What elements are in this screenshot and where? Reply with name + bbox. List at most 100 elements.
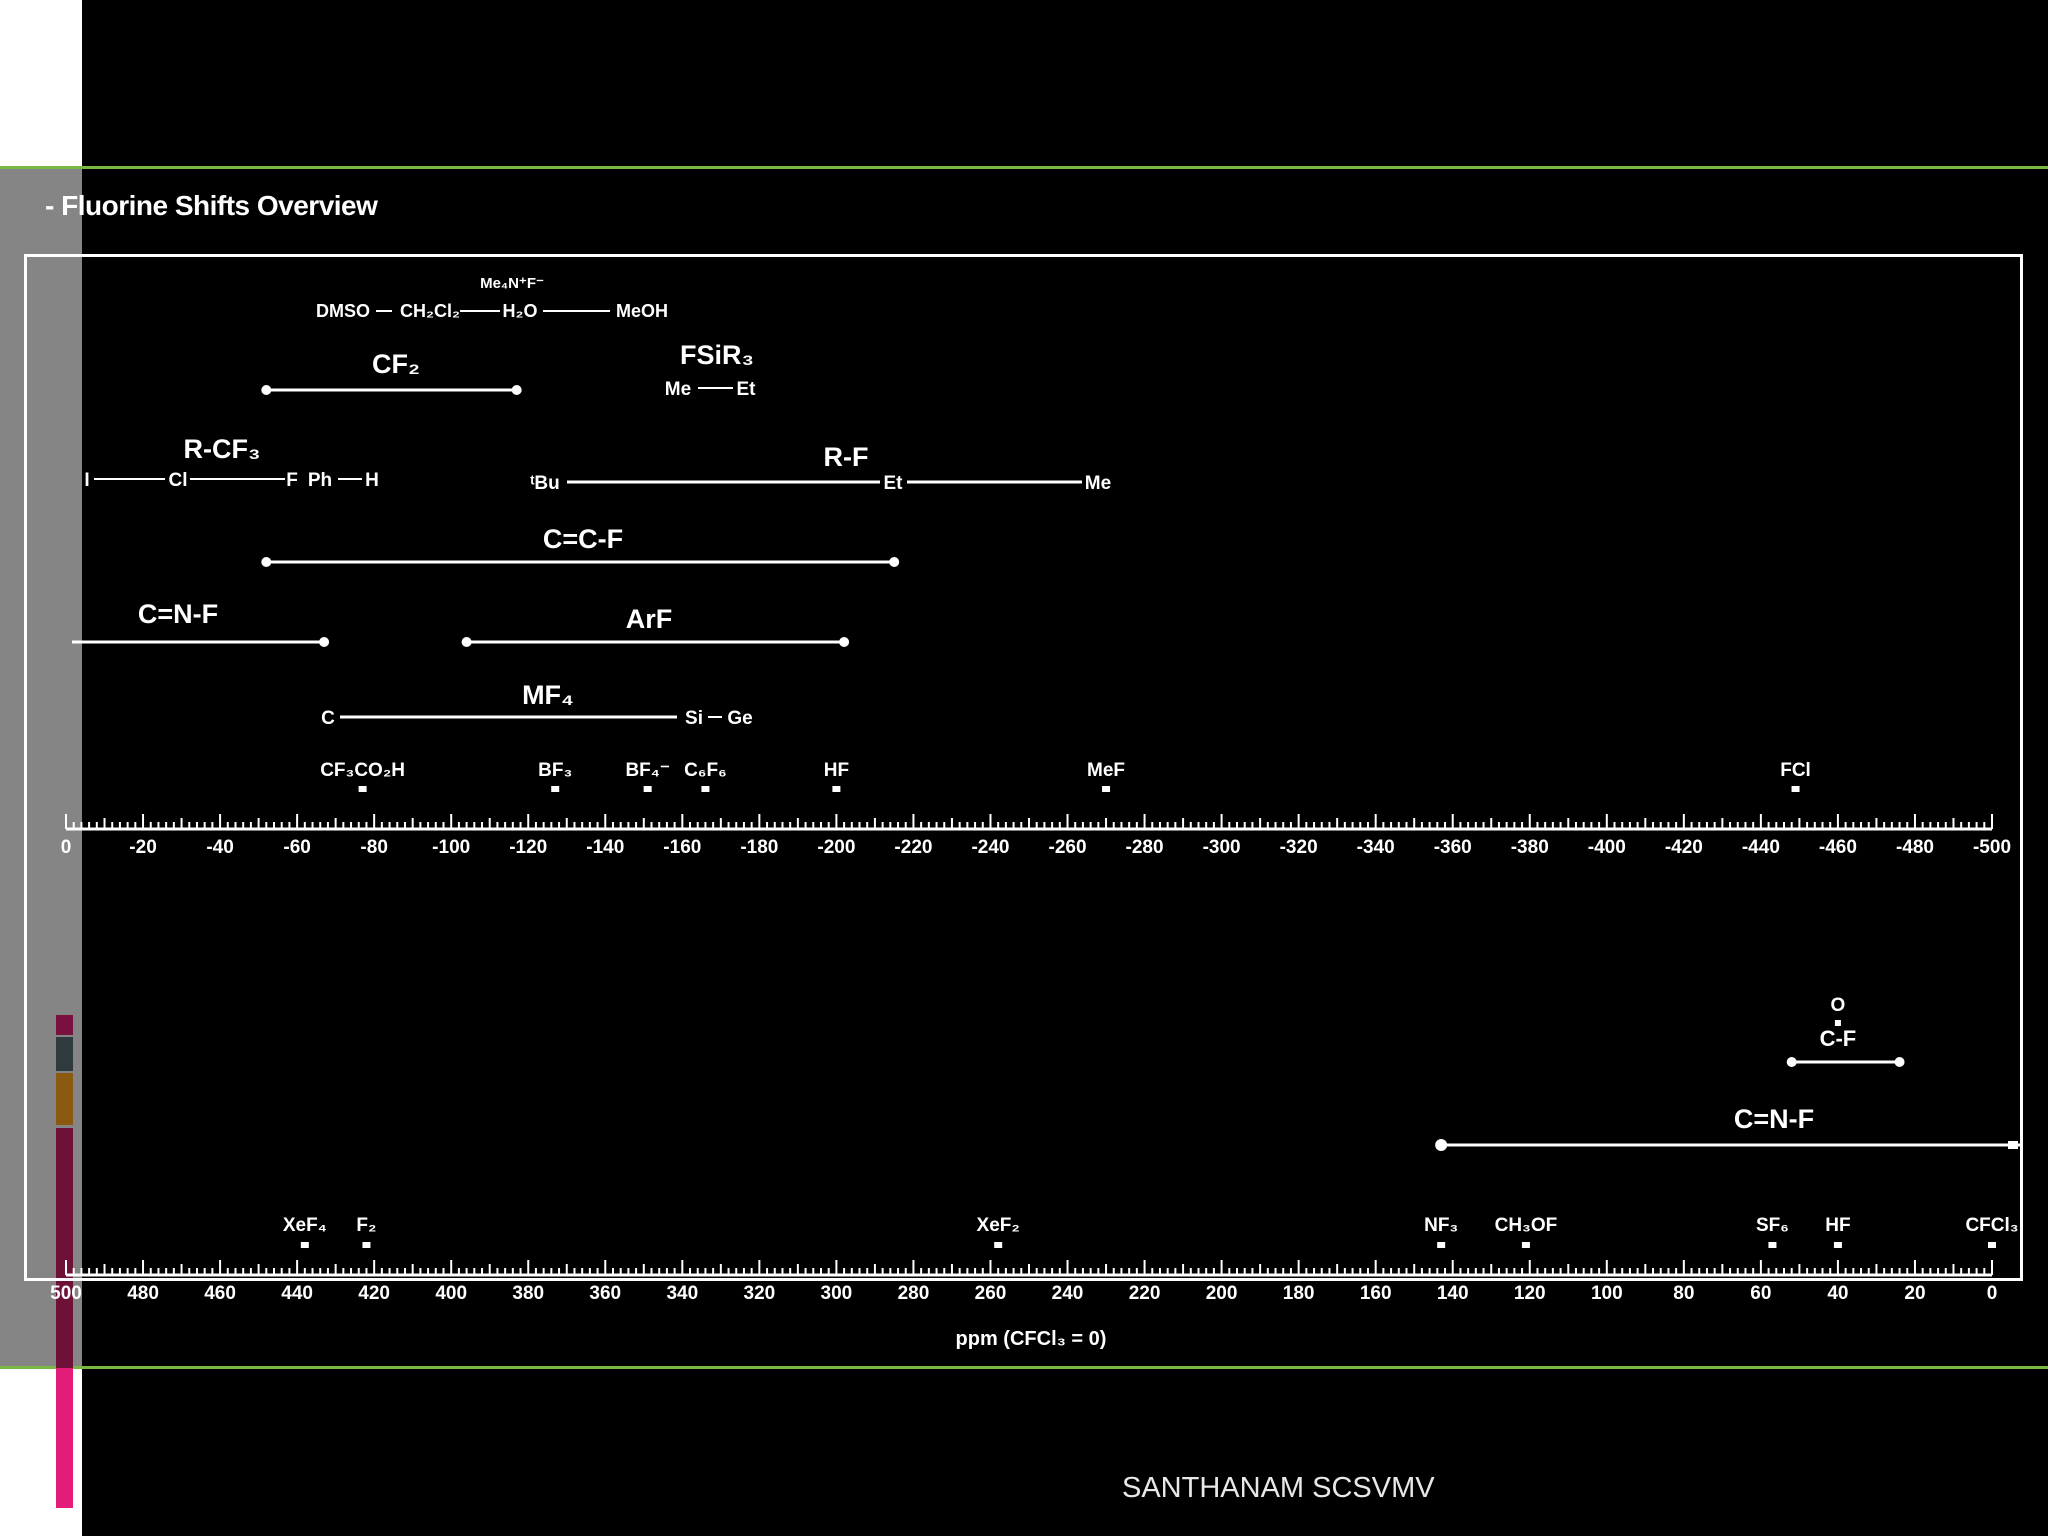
- bottom-tick-label: 500: [50, 1283, 82, 1304]
- figure-frame: [24, 254, 2023, 1281]
- range-end-label: Me: [1085, 473, 1111, 494]
- reference-point-marker: [1437, 1242, 1446, 1248]
- top-tick-label: -140: [586, 837, 624, 858]
- reference-point-marker: [1102, 786, 1111, 792]
- solvent-label: CH₂Cl₂: [400, 301, 460, 321]
- range-end-label: I: [84, 470, 89, 491]
- reference-point-marker: [1988, 1242, 1996, 1248]
- color-strip-5: [56, 1368, 73, 1508]
- top-tick-label: -360: [1434, 837, 1472, 858]
- reference-point-label: FCl: [1780, 760, 1811, 781]
- range-end-dot: [889, 557, 900, 567]
- range-label-fsir3: FSiR₃: [680, 340, 754, 370]
- range-end-label: H: [365, 470, 379, 491]
- solvent-label-top: Me₄N⁺F⁻: [480, 275, 544, 292]
- top-tick-label: -200: [817, 837, 855, 858]
- top-tick-label: -160: [663, 837, 701, 858]
- reference-point-label: SF₆: [1756, 1215, 1789, 1236]
- x-axis-label: ppm (CFCl₃ = 0): [956, 1328, 1107, 1350]
- reference-point-label: CH₃OF: [1495, 1215, 1558, 1236]
- bottom-tick-label: 300: [821, 1283, 853, 1304]
- top-tick-label: -100: [432, 837, 470, 858]
- reference-point-marker: [362, 1242, 371, 1248]
- reference-point-label: F₂: [356, 1215, 376, 1236]
- bottom-tick-label: 100: [1591, 1283, 1623, 1304]
- reference-point-label: XeF₂: [977, 1215, 1020, 1236]
- bottom-tick-label: 480: [127, 1283, 159, 1304]
- accent-line-bottom: [0, 1366, 2048, 1369]
- color-strip-3: [56, 1073, 73, 1125]
- top-tick-label: -480: [1896, 837, 1934, 858]
- range-end-dot: [1435, 1139, 1448, 1151]
- bottom-tick-label: 160: [1360, 1283, 1392, 1304]
- top-tick-label: -220: [894, 837, 932, 858]
- bottom-tick-label: 460: [204, 1283, 236, 1304]
- bottom-tick-label: 40: [1827, 1283, 1848, 1304]
- range-end-label: Ge: [727, 708, 752, 729]
- reference-point-marker: [1791, 786, 1800, 792]
- range-label-cnf-bottom: C=N-F: [1734, 1104, 1814, 1134]
- reference-point-marker: [994, 1242, 1003, 1248]
- accent-line-top: [0, 166, 2048, 169]
- reference-point-label: BF₃: [538, 760, 572, 781]
- range-end-label: F: [286, 470, 298, 491]
- range-end-label: Si: [685, 708, 703, 729]
- reference-point-label: HF: [824, 760, 849, 781]
- bottom-tick-label: 400: [435, 1283, 467, 1304]
- top-tick-label: -440: [1742, 837, 1780, 858]
- top-tick-label: -180: [740, 837, 778, 858]
- reference-point-marker: [1833, 1242, 1842, 1248]
- bottom-tick-label: 60: [1750, 1283, 1771, 1304]
- slide-title: - Fluorine Shifts Overview: [45, 190, 378, 221]
- bottom-tick-label: 20: [1904, 1283, 1925, 1304]
- reference-point-label: XeF₄: [283, 1215, 327, 1236]
- range-label-cnf: C=N-F: [138, 599, 218, 629]
- range-end-dot: [1894, 1057, 1905, 1067]
- top-tick-label: -120: [509, 837, 547, 858]
- bottom-tick-label: 320: [744, 1283, 776, 1304]
- top-tick-label: -260: [1049, 837, 1087, 858]
- reference-point-marker: [358, 786, 367, 792]
- bottom-tick-label: 360: [589, 1283, 621, 1304]
- range-label-rcf3: R-CF₃: [184, 434, 261, 464]
- range-top-label: O: [1831, 995, 1846, 1016]
- reference-point-label: CFCl₃: [1965, 1215, 2018, 1236]
- range-label-ccf: C=C-F: [543, 524, 623, 554]
- bottom-tick-label: 220: [1129, 1283, 1161, 1304]
- reference-point-label: C₆F₆: [684, 760, 727, 781]
- bottom-tick-label: 80: [1673, 1283, 1694, 1304]
- range-end-dot: [261, 385, 272, 395]
- reference-point-label: BF₄⁻: [625, 760, 669, 781]
- bottom-tick-label: 140: [1437, 1283, 1469, 1304]
- range-label-arf: ArF: [626, 604, 673, 634]
- bottom-tick-label: 180: [1283, 1283, 1315, 1304]
- color-strip-4: [56, 1128, 73, 1368]
- top-tick-label: -280: [1126, 837, 1164, 858]
- range-end-dot: [511, 385, 522, 395]
- reference-point-marker: [551, 786, 560, 792]
- top-tick-label: -400: [1588, 837, 1626, 858]
- solvent-label: H₂O: [503, 301, 538, 321]
- range-end-marker: [2008, 1141, 2018, 1149]
- bottom-tick-label: 440: [281, 1283, 313, 1304]
- solvent-label: MeOH: [616, 301, 668, 321]
- top-tick-label: -300: [1203, 837, 1241, 858]
- bottom-tick-label: 280: [898, 1283, 930, 1304]
- footer-text: SANTHANAM SCSVMV: [1122, 1472, 1435, 1504]
- reference-point-label: MeF: [1087, 760, 1125, 781]
- range-end-dot: [461, 637, 472, 647]
- reference-point-marker: [1768, 1242, 1777, 1248]
- top-tick-label: -320: [1280, 837, 1318, 858]
- bottom-tick-label: 120: [1514, 1283, 1546, 1304]
- reference-point-label: HF: [1825, 1215, 1850, 1236]
- reference-point-marker: [832, 786, 841, 792]
- range-label-rf: R-F: [824, 442, 869, 472]
- reference-point-label: NF₃: [1424, 1215, 1458, 1236]
- range-end-label: C: [321, 708, 335, 729]
- range-end-label: Ph: [308, 470, 332, 491]
- range-end-dot: [1786, 1057, 1797, 1067]
- bottom-tick-label: 340: [666, 1283, 698, 1304]
- bottom-tick-label: 200: [1206, 1283, 1238, 1304]
- top-tick-label: -380: [1511, 837, 1549, 858]
